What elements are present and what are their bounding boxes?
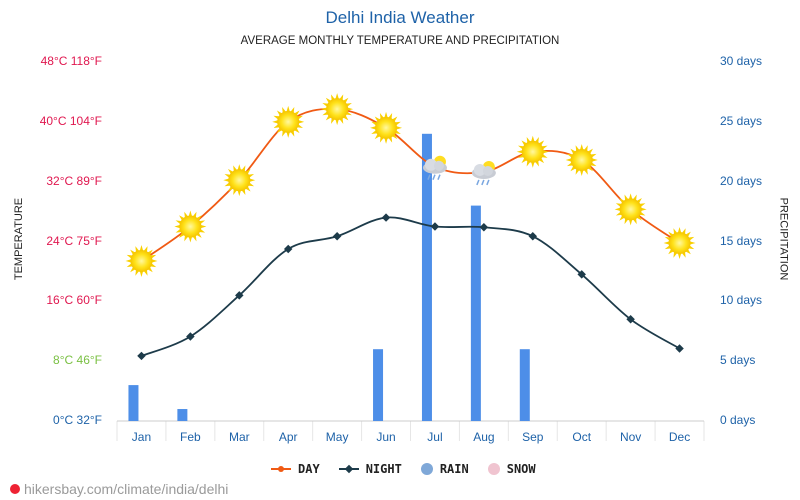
legend-rain-label: RAIN [439, 462, 469, 476]
right-tick-label: 10 days [720, 293, 763, 308]
x-tick-label: Mar [229, 430, 250, 444]
right-tick-label: 0 days [720, 413, 756, 427]
x-gridlines [116, 421, 705, 441]
cloud-rain-icon [471, 160, 496, 186]
x-tick-label: Jan [132, 430, 151, 444]
right-tick-label: 15 days [720, 233, 763, 248]
sun-icon [565, 143, 598, 176]
night-point [577, 270, 586, 279]
day-legend-icon [271, 466, 291, 472]
rain-bar [421, 133, 432, 422]
left-tick-label: 0°C 32°F [53, 413, 102, 427]
sun-icon [272, 105, 305, 138]
x-tick-label: May [326, 430, 349, 444]
night-point [332, 232, 342, 241]
night-series-line [141, 216, 681, 357]
legend-snow-label: SNOW [506, 462, 536, 476]
x-tick-label: Sep [522, 430, 544, 444]
night-point [283, 244, 293, 254]
night-point [235, 291, 244, 300]
night-point [137, 351, 146, 361]
chart-subtitle: AVERAGE MONTHLY TEMPERATURE AND PRECIPIT… [240, 35, 560, 47]
left-tick-label: 32°C 89°F [46, 173, 102, 188]
night-point [626, 315, 635, 324]
sun-icon [370, 111, 403, 144]
right-tick-label: 5 days [720, 353, 756, 368]
footer[interactable]: hikersbay.com/climate/india/delhi [10, 481, 228, 497]
right-tick-label: 20 days [720, 173, 763, 188]
x-tick-label: Nov [620, 430, 641, 444]
hikersbay-logo-icon [10, 484, 20, 494]
sun-icon [125, 244, 158, 277]
snow-legend-icon [487, 463, 500, 475]
footer-url: hikersbay.com/climate/india/delhi [24, 481, 229, 497]
night-point [479, 223, 489, 232]
left-tick-label: 24°C 75°F [46, 233, 102, 248]
right-tick-label: 30 days [720, 54, 763, 68]
night-point [381, 213, 391, 222]
chart-title: Delhi India Weather [325, 8, 475, 27]
left-tick-label: 16°C 60°F [46, 293, 102, 308]
x-tick-label: Feb [180, 430, 201, 444]
right-tick-label: 25 days [720, 113, 763, 128]
right-axis-title: PRECIPITATION [777, 197, 790, 281]
legend-day[interactable]: DAY [270, 462, 320, 476]
day-series-line [140, 107, 681, 262]
rain-bar [470, 205, 481, 421]
sun-icon [174, 210, 207, 243]
x-tick-label: Jun [376, 430, 395, 444]
sun-icon [516, 135, 549, 168]
x-tick-label: Apr [279, 430, 298, 444]
x-tick-label: Aug [473, 430, 494, 444]
left-tick-label: 8°C 46°F [53, 353, 102, 368]
rain-bar [177, 409, 188, 421]
legend-snow[interactable]: SNOW [487, 462, 536, 476]
rain-bar [128, 385, 139, 421]
left-tick-label: 48°C 118°F [40, 54, 102, 68]
sun-icon [321, 93, 354, 126]
rain-legend-icon [420, 463, 433, 475]
night-legend-icon [338, 464, 359, 474]
x-tick-label: Oct [572, 430, 591, 444]
legend: DAY NIGHT RAIN SNOW [270, 462, 554, 476]
x-tick-label: Dec [669, 430, 690, 444]
night-point [186, 332, 195, 341]
legend-night[interactable]: NIGHT [338, 462, 402, 476]
night-point [528, 232, 538, 241]
left-tick-label: 40°C 104°F [39, 113, 102, 128]
sun-icon [223, 164, 256, 197]
cloud-rain-icon [422, 155, 447, 180]
legend-night-label: NIGHT [365, 462, 402, 476]
sun-icon [614, 193, 647, 226]
night-point [430, 222, 440, 231]
night-point [675, 344, 684, 353]
rain-bar [519, 349, 530, 421]
legend-day-label: DAY [298, 462, 320, 476]
left-axis-title: TEMPERATURE [13, 197, 26, 281]
x-tick-label: Jul [427, 430, 442, 444]
legend-rain[interactable]: RAIN [420, 462, 469, 476]
rain-bar [373, 349, 384, 421]
sun-icon [663, 226, 696, 259]
